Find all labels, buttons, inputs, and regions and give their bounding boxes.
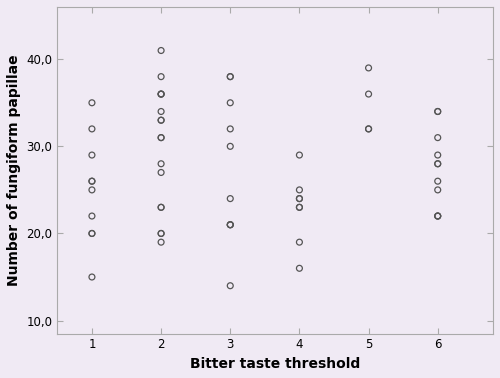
Point xyxy=(226,100,234,106)
Y-axis label: Number of fungiform papillae: Number of fungiform papillae xyxy=(7,54,21,286)
Point xyxy=(157,135,165,141)
Point xyxy=(434,213,442,219)
Point xyxy=(157,239,165,245)
Point xyxy=(434,161,442,167)
Point xyxy=(226,74,234,80)
Point xyxy=(88,187,96,193)
Point xyxy=(296,239,304,245)
Point xyxy=(88,126,96,132)
Point xyxy=(296,187,304,193)
Point xyxy=(226,222,234,228)
Point xyxy=(434,187,442,193)
Point xyxy=(157,231,165,237)
Point xyxy=(157,91,165,97)
Point xyxy=(364,126,372,132)
Point xyxy=(88,152,96,158)
Point xyxy=(157,91,165,97)
X-axis label: Bitter taste threshold: Bitter taste threshold xyxy=(190,357,360,371)
Point xyxy=(226,222,234,228)
Point xyxy=(296,152,304,158)
Point xyxy=(157,169,165,175)
Point xyxy=(226,283,234,289)
Point xyxy=(296,195,304,201)
Point xyxy=(88,100,96,106)
Point xyxy=(434,161,442,167)
Point xyxy=(364,65,372,71)
Point xyxy=(88,178,96,184)
Point xyxy=(157,204,165,210)
Point xyxy=(296,204,304,210)
Point xyxy=(157,135,165,141)
Point xyxy=(226,126,234,132)
Point xyxy=(88,274,96,280)
Point xyxy=(434,108,442,115)
Point xyxy=(157,161,165,167)
Point xyxy=(434,152,442,158)
Point xyxy=(157,204,165,210)
Point xyxy=(157,231,165,237)
Point xyxy=(88,231,96,237)
Point xyxy=(226,195,234,201)
Point xyxy=(226,74,234,80)
Point xyxy=(434,213,442,219)
Point xyxy=(296,195,304,201)
Point xyxy=(434,135,442,141)
Point xyxy=(226,143,234,149)
Point xyxy=(434,213,442,219)
Point xyxy=(157,117,165,123)
Point xyxy=(157,91,165,97)
Point xyxy=(364,91,372,97)
Point xyxy=(157,117,165,123)
Point xyxy=(434,108,442,115)
Point xyxy=(364,126,372,132)
Point xyxy=(88,213,96,219)
Point xyxy=(88,231,96,237)
Point xyxy=(88,178,96,184)
Point xyxy=(157,108,165,115)
Point xyxy=(157,74,165,80)
Point xyxy=(226,222,234,228)
Point xyxy=(157,48,165,54)
Point xyxy=(296,204,304,210)
Point xyxy=(434,178,442,184)
Point xyxy=(296,265,304,271)
